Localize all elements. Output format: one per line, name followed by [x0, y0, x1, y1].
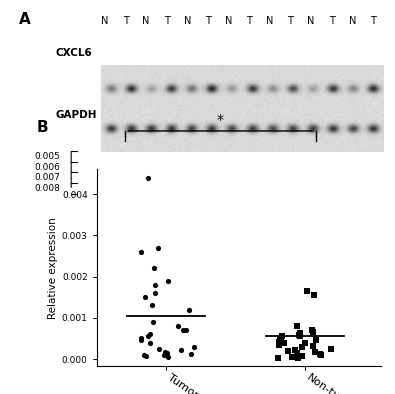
- Point: [141, 352, 148, 358]
- Text: N: N: [348, 16, 356, 26]
- Point: [191, 344, 197, 350]
- Point: [177, 347, 184, 353]
- Point: [309, 343, 316, 349]
- Point: [299, 344, 305, 350]
- Point: [308, 327, 315, 333]
- Text: T: T: [122, 16, 128, 26]
- Point: [175, 323, 181, 329]
- Text: B: B: [37, 120, 49, 135]
- Point: [161, 352, 167, 358]
- Point: [146, 339, 152, 346]
- Text: N: N: [143, 16, 150, 26]
- Point: [277, 335, 284, 342]
- Point: [152, 282, 158, 288]
- Point: [328, 346, 335, 352]
- Point: [186, 307, 192, 313]
- Point: [278, 333, 285, 340]
- Text: N: N: [307, 16, 315, 26]
- Text: *: *: [217, 113, 224, 127]
- Point: [180, 327, 186, 333]
- Point: [145, 333, 151, 340]
- Point: [293, 349, 300, 356]
- Point: [164, 349, 170, 356]
- Point: [291, 100, 297, 107]
- Point: [318, 352, 324, 358]
- Point: [143, 353, 149, 359]
- Point: [299, 353, 305, 359]
- Text: 0.006: 0.006: [34, 163, 60, 171]
- Point: [188, 351, 194, 357]
- Point: [292, 347, 299, 353]
- Text: 0.005: 0.005: [34, 152, 60, 161]
- Text: 0.008: 0.008: [34, 184, 60, 193]
- Point: [149, 302, 155, 309]
- Text: T: T: [370, 16, 376, 26]
- Text: T: T: [205, 16, 211, 26]
- Text: T: T: [329, 16, 335, 26]
- Point: [295, 355, 301, 361]
- Point: [145, 175, 151, 181]
- Point: [281, 340, 288, 346]
- Point: [312, 348, 318, 355]
- Point: [276, 342, 282, 348]
- Point: [183, 327, 190, 333]
- Point: [141, 294, 148, 300]
- Point: [304, 288, 310, 294]
- Text: CXCL6: CXCL6: [55, 48, 92, 58]
- Text: N: N: [266, 16, 273, 26]
- Text: T: T: [164, 16, 170, 26]
- Point: [317, 351, 323, 357]
- Point: [295, 332, 302, 338]
- Point: [147, 331, 153, 337]
- Point: [312, 337, 319, 344]
- Text: GAPDH: GAPDH: [55, 110, 97, 120]
- Text: N: N: [184, 16, 191, 26]
- Point: [285, 348, 291, 354]
- Point: [165, 277, 171, 284]
- Point: [289, 354, 295, 360]
- Point: [150, 265, 157, 271]
- Point: [156, 346, 162, 352]
- Point: [302, 339, 308, 346]
- Text: N: N: [225, 16, 232, 26]
- Point: [275, 355, 282, 361]
- Point: [152, 290, 158, 296]
- Y-axis label: Relative expression: Relative expression: [48, 217, 58, 319]
- Text: T: T: [246, 16, 252, 26]
- Point: [297, 330, 304, 336]
- Point: [294, 323, 301, 329]
- Text: N: N: [101, 16, 109, 26]
- Point: [150, 319, 156, 325]
- Text: 0.007: 0.007: [34, 173, 60, 182]
- Point: [165, 354, 171, 360]
- Point: [162, 348, 168, 355]
- Point: [296, 331, 303, 337]
- Point: [311, 292, 317, 298]
- Point: [137, 337, 144, 344]
- Point: [182, 154, 189, 160]
- Point: [276, 338, 282, 345]
- Point: [297, 333, 303, 340]
- Point: [155, 245, 162, 251]
- Point: [278, 336, 285, 342]
- Text: A: A: [19, 12, 31, 27]
- Point: [138, 249, 145, 255]
- Point: [138, 335, 144, 342]
- Point: [310, 329, 316, 335]
- Text: T: T: [288, 16, 293, 26]
